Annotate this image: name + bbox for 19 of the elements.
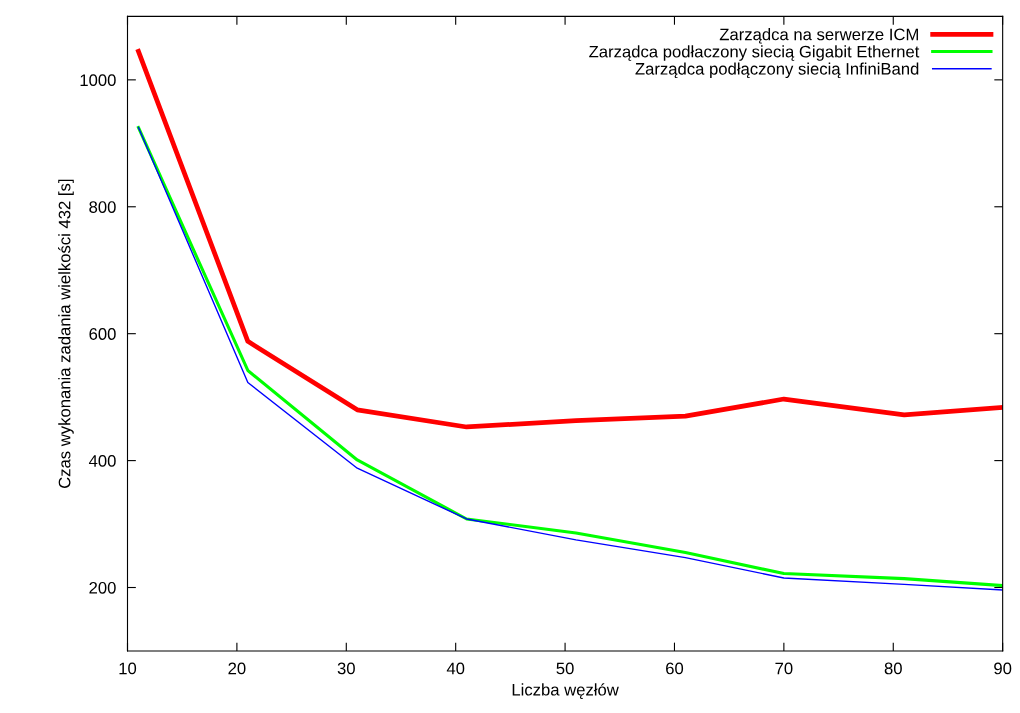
x-tick-label: 30: [337, 662, 355, 675]
x-tick-label: 20: [228, 662, 246, 675]
y-tick-label: 800: [89, 201, 116, 213]
y-tick-label: 1000: [80, 74, 116, 87]
x-tick-label: 80: [884, 662, 902, 675]
x-tick-label: 50: [556, 662, 574, 675]
legend-label: Zarządca na serwerze ICM: [719, 28, 918, 44]
y-tick-label: 400: [88, 455, 116, 467]
x-tick-label: 90: [994, 662, 1012, 675]
x-tick-label: 40: [446, 662, 465, 675]
x-tick-label: 70: [775, 662, 793, 675]
x-tick-label: 60: [666, 662, 684, 675]
legend-label: Zarządca podłączony siecią InfiniBand: [635, 62, 919, 79]
y-axis-title: Czas wykonania zadania wielkości 432 [s]: [58, 179, 74, 488]
legend-label: Zarządca podłaczony siecią Gigabit Ethernet: [589, 45, 920, 61]
y-tick-label: 200: [89, 581, 116, 594]
x-tick-label: 10: [119, 662, 137, 675]
x-axis-title: Liczba węzłów: [512, 683, 619, 699]
y-tick-label: 600: [89, 328, 116, 340]
